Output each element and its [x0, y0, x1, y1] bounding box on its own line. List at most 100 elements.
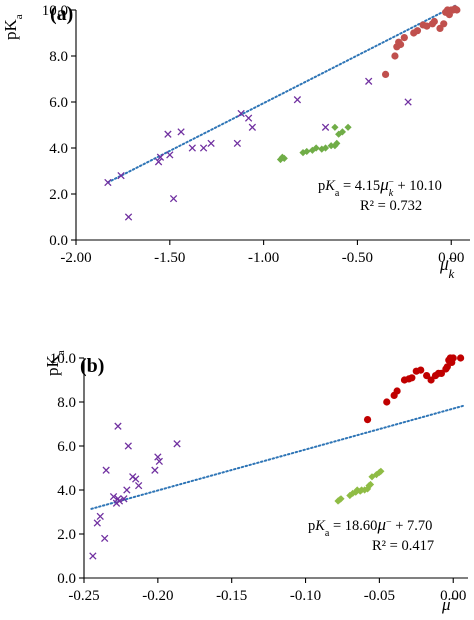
data-point-circle — [443, 363, 451, 371]
data-point-diamond — [337, 495, 345, 503]
data-point-diamond — [280, 154, 288, 162]
y-tick-label: 2.0 — [49, 187, 68, 203]
data-point-cross — [123, 486, 131, 494]
data-point-cross — [173, 440, 181, 448]
x-axis-label-a: μk− — [439, 251, 456, 281]
data-point-cross — [124, 442, 132, 450]
x-tick-label: -0.05 — [364, 588, 395, 604]
x-tick-label: -2.00 — [60, 250, 91, 266]
y-tick-label: 8.0 — [57, 395, 76, 411]
data-point-diamond — [349, 489, 357, 497]
data-point-cross — [166, 151, 174, 159]
data-point-cross — [101, 534, 109, 543]
data-point-cross — [154, 453, 162, 461]
data-point-cross — [102, 466, 110, 474]
data-point-circle — [430, 17, 438, 26]
data-point-cross — [156, 153, 165, 161]
data-point-cross — [164, 130, 172, 138]
y-tick-label: 4.0 — [57, 483, 76, 499]
x-tick-label: -1.50 — [154, 250, 185, 266]
data-point-diamond — [327, 142, 335, 150]
data-point-circle — [396, 40, 405, 49]
data-point-cross — [321, 123, 330, 131]
data-point-diamond — [303, 147, 311, 156]
y-ticks-a: 0.0 2.0 4.0 6.0 8.0 10.0 — [42, 3, 76, 249]
x-tick-label: -1.00 — [248, 250, 279, 266]
equation-a: pKa = 4.15μk− + 10.10 — [318, 175, 442, 199]
data-point-circle — [427, 376, 435, 384]
data-point-cross — [404, 98, 412, 106]
data-point-circle — [453, 6, 461, 14]
data-point-circle — [391, 52, 399, 60]
data-point-cross — [89, 552, 97, 560]
data-point-circle — [417, 366, 425, 374]
data-point-circle — [437, 369, 446, 377]
trendline — [90, 404, 465, 510]
data-point-diamond — [321, 144, 330, 152]
data-point-cross — [155, 457, 163, 466]
data-point-circle — [383, 398, 391, 406]
data-point-cross — [104, 178, 112, 187]
data-point-circle — [440, 20, 448, 28]
data-point-cross — [117, 171, 125, 180]
data-point-cross — [114, 422, 122, 430]
data-point-circle — [457, 354, 465, 362]
data-point-circle — [423, 22, 431, 30]
x-axis-label-b: μ− — [441, 591, 458, 615]
data-point-diamond — [308, 146, 316, 154]
data-point-diamond — [331, 123, 339, 131]
x-tick-label: -0.15 — [216, 588, 247, 604]
x-tick-label: 0.00 — [440, 588, 466, 604]
panel-label-b: (b) — [80, 355, 104, 377]
data-point-diamond — [377, 467, 385, 475]
trendline-b — [90, 404, 465, 510]
panel-label-a: (a) — [50, 3, 73, 25]
data-point-diamond — [363, 485, 372, 493]
x-tick-label: -0.10 — [290, 588, 321, 604]
data-point-cross — [188, 144, 196, 152]
points-a — [104, 5, 461, 221]
data-point-diamond — [366, 480, 375, 489]
data-point-cross — [177, 128, 185, 136]
data-point-diamond — [344, 123, 352, 131]
x-ticks-a: -2.00 -1.50 -1.00 -0.50 0.00 — [60, 240, 464, 266]
data-point-circle — [423, 372, 431, 380]
data-point-circle — [393, 387, 401, 395]
panel-b: (b) pKa 0.02.04.06.08.010.0 -0.25 -0.20 -0… — [43, 350, 468, 614]
data-point-cross — [199, 144, 208, 152]
y-tick-label: 4.0 — [49, 141, 68, 157]
y-tick-label: 6.0 — [49, 95, 68, 111]
y-axis-label-b: pKa — [43, 350, 67, 376]
points-b — [89, 354, 465, 560]
y-tick-label: 8.0 — [49, 49, 68, 65]
data-point-diamond — [333, 139, 341, 147]
panel-a: (a) pKa 0.0 2.0 4.0 6.0 8.0 10.0 -2.00 -1.50 -1… — [1, 3, 470, 281]
y-tick-label: 2.0 — [57, 527, 76, 543]
data-point-circle — [381, 70, 390, 78]
data-point-cross — [114, 495, 122, 503]
trendline-a — [106, 3, 458, 184]
data-point-cross — [154, 158, 163, 166]
data-point-diamond — [338, 128, 347, 136]
data-point-cross — [169, 194, 178, 203]
data-point-circle — [363, 416, 372, 424]
y-tick-label: 10.0 — [42, 3, 68, 19]
data-point-cross — [132, 475, 140, 483]
data-point-cross — [248, 123, 257, 131]
data-point-circle — [449, 354, 457, 362]
data-point-cross — [237, 109, 245, 118]
x-tick-label: -0.50 — [342, 250, 373, 266]
y-axis-label-a: pKa — [1, 14, 25, 40]
data-point-cross — [109, 492, 118, 501]
x-ticks-b: -0.25 -0.20 -0.15 -0.10 -0.05 0.00 — [68, 578, 466, 604]
r-squared-a: R² = 0.732 — [360, 198, 422, 214]
data-point-cross — [233, 139, 242, 148]
data-point-cross — [96, 512, 104, 521]
data-point-diamond — [331, 142, 339, 150]
y-tick-label: 0.0 — [49, 233, 68, 249]
y-tick-label: 6.0 — [57, 439, 76, 455]
data-point-cross — [207, 139, 215, 148]
data-point-cross — [134, 481, 143, 490]
x-tick-label: -0.25 — [68, 588, 99, 604]
